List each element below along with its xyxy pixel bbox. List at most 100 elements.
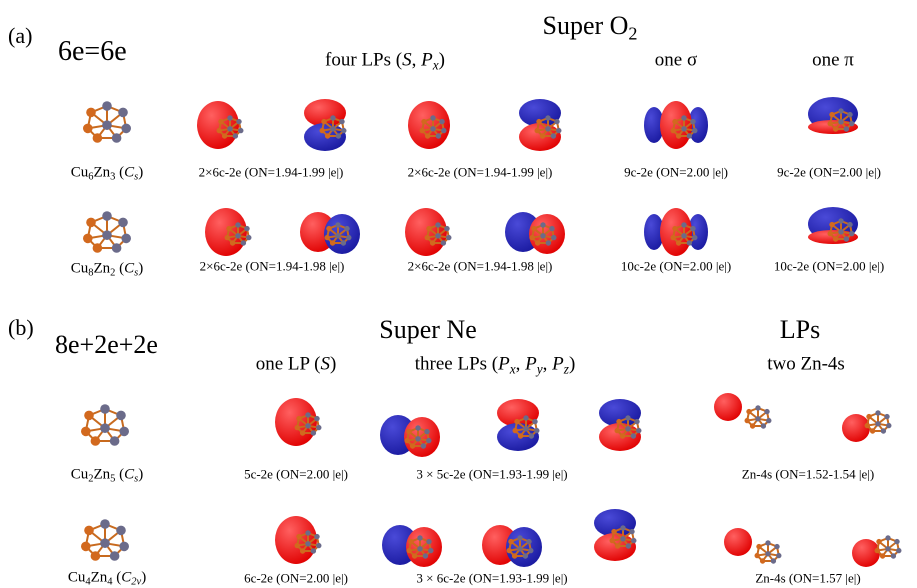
text-part: C: [121, 570, 131, 586]
atom: [681, 233, 686, 238]
electron-count: 6e=6e: [58, 38, 127, 66]
atom: [119, 427, 129, 437]
text-part: ,: [543, 354, 553, 375]
atom: [430, 240, 435, 245]
atom: [849, 231, 854, 236]
atom: [407, 548, 412, 553]
text-part: S: [402, 50, 412, 71]
text-part: Super O: [542, 11, 628, 40]
atom: [687, 240, 692, 245]
atom: [828, 121, 833, 126]
text-part: ): [138, 261, 143, 277]
atom: [771, 558, 776, 563]
atom: [765, 540, 770, 545]
atom: [102, 230, 112, 240]
atom: [776, 553, 781, 558]
orbital-lobe: [404, 417, 440, 457]
atom: [556, 128, 561, 133]
atom: [121, 124, 131, 134]
atom: [866, 414, 871, 419]
atom: [540, 222, 545, 227]
atom: [629, 529, 634, 534]
atom: [838, 108, 843, 113]
atom: [513, 428, 518, 433]
atom: [634, 419, 639, 424]
atom: [756, 544, 761, 549]
atom: [344, 226, 349, 231]
text-part: C: [124, 261, 134, 277]
atom: [233, 133, 238, 138]
atom: [551, 235, 556, 240]
atom: [118, 108, 128, 118]
atom: [415, 436, 420, 441]
orbital-lobe: [506, 527, 542, 567]
atom: [512, 553, 517, 558]
atom: [102, 211, 112, 221]
text-part: 2v: [131, 577, 141, 588]
atom: [116, 526, 126, 536]
atom: [517, 535, 522, 540]
panel-title: Super Ne: [379, 317, 476, 343]
atom: [410, 443, 415, 448]
atom: [230, 240, 235, 245]
atom: [690, 119, 695, 124]
orbital-caption: Zn-4s (ON=1.52-1.54 |e|): [742, 468, 874, 481]
text-part: S: [320, 354, 330, 375]
atom: [428, 548, 433, 553]
atom: [412, 553, 417, 558]
atom: [426, 438, 431, 443]
atom: [625, 426, 630, 431]
text-part: Cu: [71, 261, 89, 277]
atom: [339, 119, 344, 124]
atom: [676, 133, 681, 138]
formula: Cu4Zn4 (C2v): [68, 571, 146, 586]
atom: [534, 428, 539, 433]
atom: [436, 133, 441, 138]
atom: [86, 108, 96, 118]
text-part: P: [525, 354, 537, 375]
atom: [546, 240, 551, 245]
orbital-caption: 9c-2e (ON=2.00 |e|): [777, 166, 881, 179]
atom: [320, 128, 325, 133]
text-part: two Zn-4s: [767, 354, 845, 375]
atom: [116, 411, 126, 421]
atom: [532, 419, 537, 424]
atom: [330, 115, 335, 120]
atom: [295, 425, 300, 430]
text-part: P: [421, 50, 433, 71]
atom: [102, 101, 112, 111]
atom: [828, 231, 833, 236]
formula: Cu6Zn3 (Cs): [71, 166, 144, 181]
atom: [121, 234, 131, 244]
atom: [880, 553, 885, 558]
atom: [554, 119, 559, 124]
atom: [426, 226, 431, 231]
text-part: ): [141, 570, 146, 586]
atom: [430, 126, 435, 131]
orbital-caption: 5c-2e (ON=2.00 |e|): [244, 468, 348, 481]
atom: [681, 126, 686, 131]
atom: [81, 542, 91, 552]
atom: [625, 415, 630, 420]
atom: [408, 539, 413, 544]
atom: [745, 418, 750, 423]
text-part: Zn: [93, 467, 110, 483]
orbital-caption: 9c-2e (ON=2.00 |e|): [624, 166, 728, 179]
atom: [774, 544, 779, 549]
atom: [876, 539, 881, 544]
text-part: C: [124, 165, 134, 181]
atom: [894, 539, 899, 544]
atom: [626, 543, 631, 548]
atom: [295, 543, 300, 548]
atom: [314, 416, 319, 421]
column-header: one σ: [655, 51, 697, 70]
atom: [119, 542, 129, 552]
atom: [217, 128, 222, 133]
atom: [875, 548, 880, 553]
atom: [406, 429, 411, 434]
orbital-lobe: [205, 208, 247, 256]
text-part: Zn: [91, 570, 108, 586]
atom: [875, 410, 880, 415]
text-part: Zn: [93, 165, 110, 181]
atom: [760, 558, 765, 563]
